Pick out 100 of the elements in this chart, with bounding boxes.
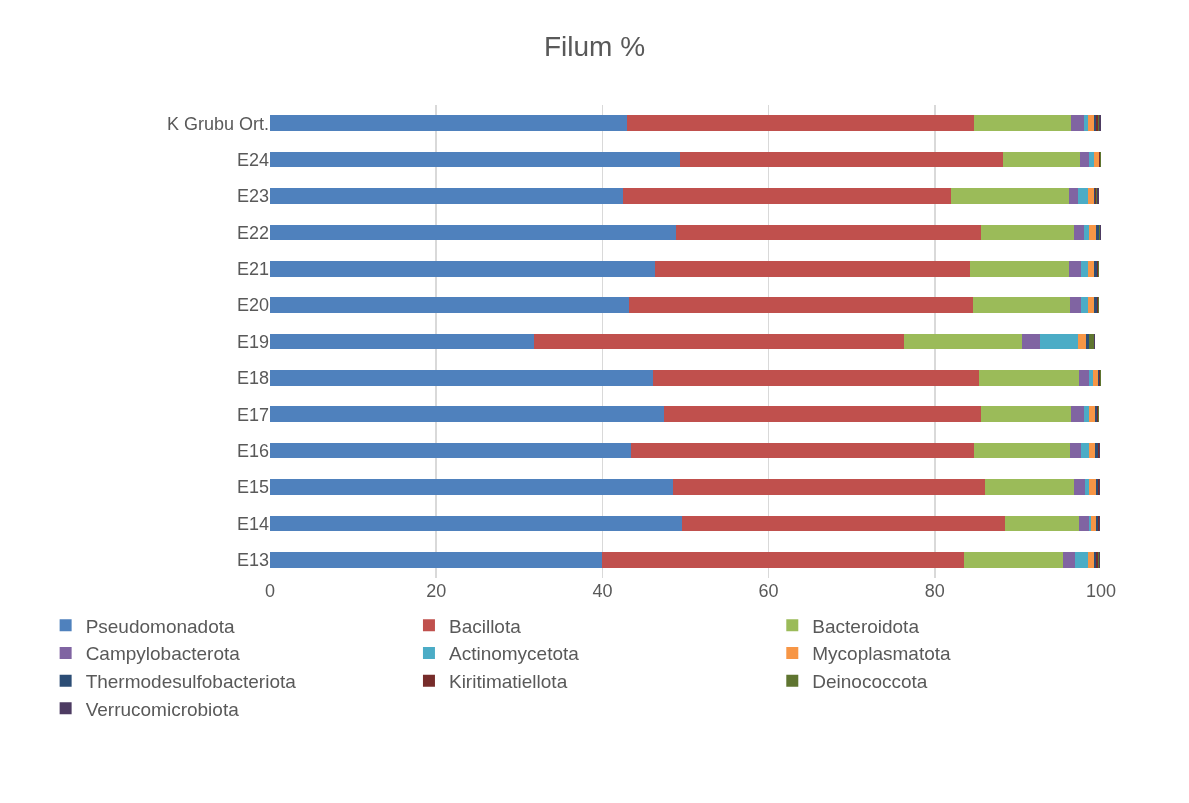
bar	[270, 151, 680, 168]
bar	[1087, 188, 1094, 204]
bar	[534, 333, 905, 350]
bar	[985, 479, 1075, 495]
bar	[1089, 224, 1097, 241]
bar	[1077, 333, 1087, 350]
bar	[1081, 297, 1088, 313]
y-tick-label: E24	[236, 149, 269, 170]
bar	[1022, 333, 1040, 350]
bar	[1081, 442, 1090, 459]
bar	[1039, 333, 1078, 350]
bar	[1087, 551, 1094, 568]
bar	[981, 406, 1072, 423]
x-tick-label: 0	[264, 581, 276, 601]
bar	[1087, 297, 1095, 313]
y-tick-label: E13	[236, 550, 269, 571]
y-tick-label: E22	[236, 222, 269, 243]
bar	[1002, 151, 1081, 168]
chart-title: Filum %	[543, 30, 646, 62]
bar	[1075, 551, 1088, 568]
x-tick-label: 40	[592, 581, 613, 601]
bar	[963, 551, 1063, 568]
y-tick-label: E15	[236, 477, 269, 498]
bar	[270, 115, 627, 132]
bar	[1079, 370, 1090, 386]
legend-label: Pseudomonadota	[85, 615, 236, 637]
bar	[270, 370, 654, 386]
bar	[1091, 515, 1097, 532]
bar	[973, 442, 1071, 459]
bar	[270, 260, 655, 277]
bar	[980, 224, 1075, 241]
bar	[1087, 115, 1094, 132]
bar	[1089, 370, 1093, 386]
y-tick-label: K Grubu Ort.	[166, 113, 269, 134]
bar	[270, 406, 664, 423]
bar	[1087, 260, 1095, 277]
bar	[973, 297, 1071, 313]
bar	[1062, 551, 1076, 568]
bar	[270, 297, 629, 313]
bar	[1094, 151, 1099, 168]
bar	[1092, 370, 1098, 386]
y-tick-label: E23	[236, 186, 269, 207]
legend-label: Deinococcota	[812, 671, 928, 693]
y-tick-label: E18	[236, 368, 269, 389]
legend-label: Bacteroidota	[812, 615, 920, 637]
bar	[1005, 515, 1080, 532]
bar	[1077, 188, 1088, 204]
bar	[1074, 479, 1086, 495]
bar	[1084, 406, 1090, 423]
legend-label: Bacillota	[448, 615, 522, 637]
bar	[1070, 442, 1082, 459]
bar	[1068, 188, 1078, 204]
bar	[1071, 406, 1085, 423]
bar	[270, 333, 535, 350]
bar	[631, 442, 974, 459]
bar	[973, 115, 1072, 132]
legend-label: Verrucomicrobiota	[85, 698, 240, 720]
bar	[1089, 151, 1095, 168]
bar	[270, 224, 677, 241]
y-tick-label: E20	[236, 295, 269, 316]
bar	[1089, 442, 1096, 459]
y-tick-label: E14	[236, 513, 269, 534]
legend-label: Mycoplasmatota	[812, 643, 952, 665]
bar	[623, 188, 952, 204]
x-tick-label: 100	[1085, 581, 1117, 601]
bar	[270, 442, 632, 459]
x-tick-label: 20	[426, 581, 447, 601]
bar	[1079, 515, 1089, 532]
legend-label: Actinomycetota	[448, 643, 580, 665]
legend-label: Thermodesulfobacteriota	[85, 671, 297, 693]
bar	[1080, 151, 1090, 168]
bar	[676, 224, 981, 241]
bar	[663, 406, 982, 423]
bar	[654, 260, 970, 277]
bar	[1089, 333, 1094, 350]
bar	[270, 188, 624, 204]
bar	[270, 515, 683, 532]
y-tick-label: E21	[236, 259, 269, 280]
bar	[969, 260, 1069, 277]
bar	[679, 151, 1003, 168]
bar	[978, 370, 1080, 386]
bar	[1085, 479, 1090, 495]
bar	[601, 551, 964, 568]
bar	[1070, 297, 1082, 313]
bar	[1083, 115, 1088, 132]
bar	[904, 333, 1023, 350]
x-tick-label: 60	[758, 581, 779, 601]
bar	[653, 370, 979, 386]
x-tick-label: 80	[924, 581, 945, 601]
y-tick-label: E19	[236, 331, 269, 352]
bar	[1068, 260, 1082, 277]
legend-label: Kiritimatiellota	[448, 671, 568, 693]
bar	[1081, 260, 1088, 277]
bar	[628, 297, 974, 313]
y-tick-label: E16	[236, 440, 269, 461]
legend-label: Campylobacterota	[85, 643, 241, 665]
bar	[1074, 224, 1084, 241]
bar	[682, 515, 1006, 532]
bar	[1089, 479, 1097, 495]
bar	[626, 115, 974, 132]
